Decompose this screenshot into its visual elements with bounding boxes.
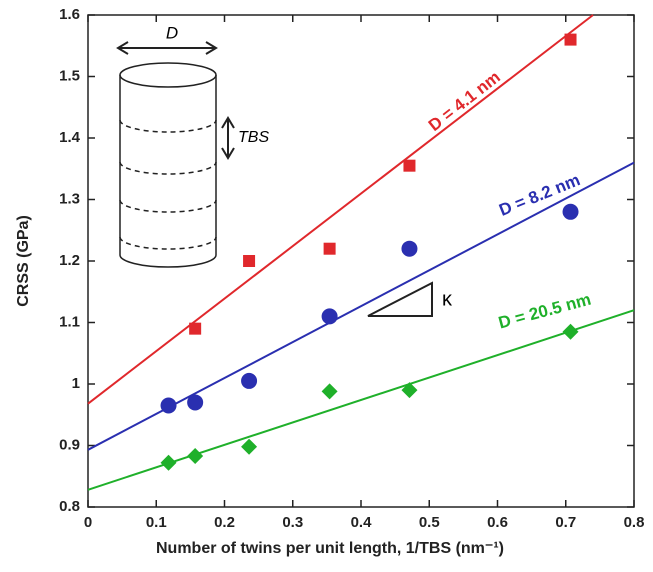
y-tick-label: 0.8 [59,498,80,515]
point [401,382,418,399]
y-tick-label: 0.9 [59,436,80,453]
x-tick-label: 0.8 [624,514,645,531]
y-tick-label: 1.4 [59,129,81,146]
annotation: TBS [238,129,269,146]
point [160,397,177,414]
y-tick-label: 1.3 [59,190,80,207]
series-label: D = 20.5 nm [496,290,593,333]
point [321,383,338,400]
x-tick-label: 0 [84,514,92,531]
point [187,447,204,464]
cylinder-diagram [116,41,433,317]
annotation: κ [442,288,453,310]
x-tick-label: 0.3 [282,514,303,531]
point [323,242,336,255]
fit-line [87,14,594,405]
series-label: D = 4.1 nm [425,67,504,135]
point [403,159,416,172]
point [189,322,202,335]
point [321,308,338,325]
annotation: D [166,23,178,42]
point [187,394,204,411]
point [243,255,256,267]
point [562,323,579,340]
point [160,454,177,471]
point [241,438,258,455]
point [564,33,577,46]
fit-line [87,161,635,451]
plot-frame [87,14,635,508]
fit-line [87,309,635,491]
point [562,203,579,220]
y-tick-label: 1.5 [59,67,80,84]
x-tick-label: 0.5 [419,514,440,531]
x-tick-label: 0.2 [214,514,235,531]
y-axis-label: CRSS (GPa) [15,215,32,307]
x-tick-label: 0.7 [555,514,576,531]
y-tick-label: 1.2 [59,252,80,269]
point [401,240,418,257]
y-tick-label: 1 [72,375,80,392]
point [241,372,258,389]
x-tick-label: 0.1 [146,514,167,531]
x-tick-label: 0.6 [487,514,508,531]
y-tick-label: 1.1 [59,313,80,330]
y-tick-label: 1.6 [59,6,80,23]
x-axis-label: Number of twins per unit length, 1/TBS (… [156,540,504,557]
x-tick-label: 0.4 [351,514,373,531]
